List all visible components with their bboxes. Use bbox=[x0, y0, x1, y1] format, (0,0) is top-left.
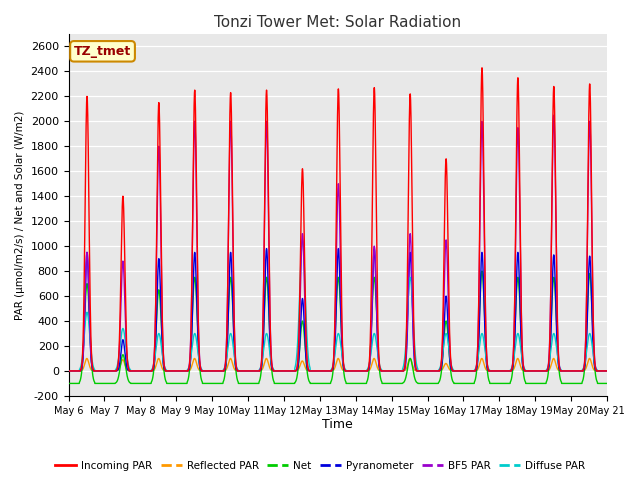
Pyranometer bbox=[604, 368, 611, 374]
Reflected PAR bbox=[550, 356, 557, 361]
BF5 PAR bbox=[317, 368, 325, 374]
Reflected PAR bbox=[161, 368, 169, 374]
BF5 PAR bbox=[458, 368, 466, 374]
BF5 PAR bbox=[550, 112, 557, 118]
Pyranometer bbox=[318, 368, 326, 374]
Incoming PAR bbox=[65, 368, 72, 374]
Pyranometer bbox=[161, 368, 169, 373]
Reflected PAR bbox=[317, 368, 325, 374]
BF5 PAR bbox=[604, 368, 611, 374]
Incoming PAR bbox=[458, 368, 466, 374]
Line: Net: Net bbox=[68, 271, 607, 384]
Net bbox=[317, 381, 325, 386]
Net bbox=[604, 381, 611, 386]
Net bbox=[478, 268, 486, 274]
Reflected PAR bbox=[604, 368, 611, 374]
Line: Pyranometer: Pyranometer bbox=[68, 249, 607, 371]
Reflected PAR bbox=[603, 368, 611, 374]
Diffuse PAR bbox=[459, 368, 467, 374]
Reflected PAR bbox=[65, 368, 72, 374]
Incoming PAR bbox=[604, 368, 611, 374]
Pyranometer bbox=[459, 368, 467, 374]
Line: BF5 PAR: BF5 PAR bbox=[68, 115, 607, 371]
Pyranometer bbox=[429, 368, 436, 374]
Line: Reflected PAR: Reflected PAR bbox=[68, 359, 607, 371]
Diffuse PAR bbox=[429, 368, 436, 374]
Net bbox=[458, 381, 466, 386]
Y-axis label: PAR (μmol/m2/s) / Net and Solar (W/m2): PAR (μmol/m2/s) / Net and Solar (W/m2) bbox=[15, 110, 25, 320]
Diffuse PAR bbox=[603, 368, 611, 374]
Net bbox=[161, 376, 169, 382]
BF5 PAR bbox=[489, 368, 497, 374]
Incoming PAR bbox=[161, 367, 169, 373]
Line: Diffuse PAR: Diffuse PAR bbox=[68, 240, 607, 371]
Diffuse PAR bbox=[489, 368, 497, 374]
Net bbox=[429, 381, 436, 386]
Text: TZ_tmet: TZ_tmet bbox=[74, 45, 131, 58]
Incoming PAR bbox=[489, 368, 497, 374]
Title: Tonzi Tower Met: Solar Radiation: Tonzi Tower Met: Solar Radiation bbox=[214, 15, 461, 30]
Pyranometer bbox=[65, 368, 72, 374]
Reflected PAR bbox=[458, 368, 466, 374]
Diffuse PAR bbox=[604, 368, 611, 374]
Reflected PAR bbox=[429, 368, 436, 374]
Diffuse PAR bbox=[65, 368, 72, 374]
Diffuse PAR bbox=[161, 366, 169, 372]
Incoming PAR bbox=[317, 368, 325, 374]
Legend: Incoming PAR, Reflected PAR, Net, Pyranometer, BF5 PAR, Diffuse PAR: Incoming PAR, Reflected PAR, Net, Pyrano… bbox=[51, 456, 589, 475]
Diffuse PAR bbox=[318, 368, 326, 374]
Reflected PAR bbox=[489, 368, 497, 374]
Net bbox=[603, 381, 611, 386]
X-axis label: Time: Time bbox=[323, 419, 353, 432]
Pyranometer bbox=[489, 368, 497, 374]
BF5 PAR bbox=[65, 368, 72, 374]
Diffuse PAR bbox=[299, 237, 307, 243]
BF5 PAR bbox=[603, 368, 611, 374]
Line: Incoming PAR: Incoming PAR bbox=[68, 68, 607, 371]
BF5 PAR bbox=[429, 368, 436, 374]
Net bbox=[65, 381, 72, 386]
Pyranometer bbox=[262, 246, 270, 252]
Incoming PAR bbox=[603, 368, 611, 374]
Net bbox=[489, 381, 497, 386]
Pyranometer bbox=[603, 368, 611, 374]
Incoming PAR bbox=[478, 65, 486, 71]
Incoming PAR bbox=[429, 368, 436, 374]
BF5 PAR bbox=[161, 367, 169, 372]
